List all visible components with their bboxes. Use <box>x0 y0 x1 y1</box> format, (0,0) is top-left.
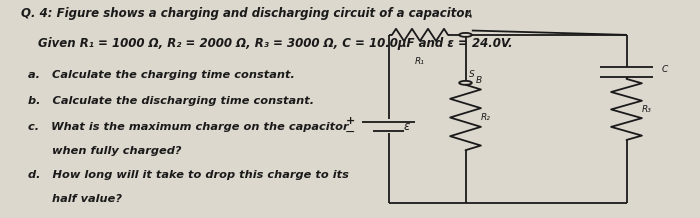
Text: R₁: R₁ <box>415 57 425 66</box>
Text: Given R₁ = 1000 Ω, R₂ = 2000 Ω, R₃ = 3000 Ω, C = 10.0μF and ε = 24.0V.: Given R₁ = 1000 Ω, R₂ = 2000 Ω, R₃ = 300… <box>38 37 513 50</box>
Text: A: A <box>466 11 472 20</box>
Text: a.   Calculate the charging time constant.: a. Calculate the charging time constant. <box>28 70 295 80</box>
Text: S: S <box>469 70 475 79</box>
Text: +: + <box>346 116 355 126</box>
Text: −: − <box>344 126 355 139</box>
Text: R₂: R₂ <box>481 113 491 122</box>
Text: d.   How long will it take to drop this charge to its: d. How long will it take to drop this ch… <box>28 170 349 180</box>
Text: B: B <box>476 76 482 85</box>
Text: ε: ε <box>404 120 410 133</box>
Text: half value?: half value? <box>28 194 122 204</box>
Text: Q. 4: Figure shows a charging and discharging circuit of a capacitor.: Q. 4: Figure shows a charging and discha… <box>21 7 473 20</box>
Text: b.   Calculate the discharging time constant.: b. Calculate the discharging time consta… <box>28 96 314 106</box>
Text: R₃: R₃ <box>642 105 652 114</box>
Text: C: C <box>662 65 668 74</box>
Text: c.   What is the maximum charge on the capacitor: c. What is the maximum charge on the cap… <box>28 122 349 132</box>
Circle shape <box>459 33 472 37</box>
Text: when fully charged?: when fully charged? <box>28 146 181 156</box>
Circle shape <box>459 81 472 85</box>
